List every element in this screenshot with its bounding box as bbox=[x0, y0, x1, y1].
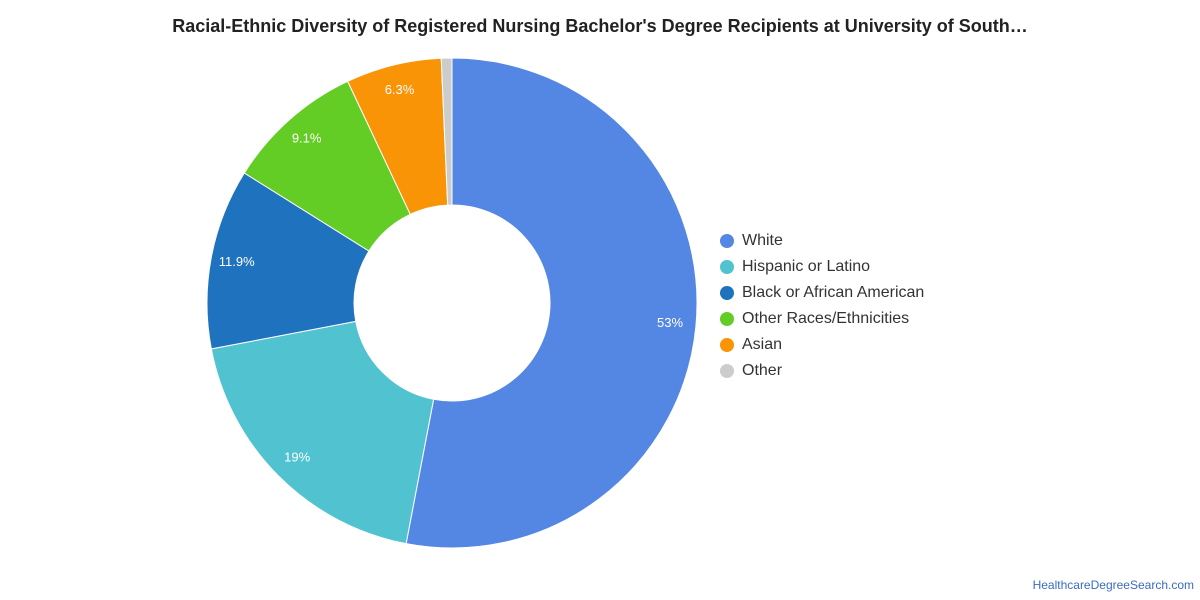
legend-item[interactable]: Other Races/Ethnicities bbox=[720, 306, 924, 332]
legend-label: White bbox=[742, 232, 783, 249]
donut-slice-hispanic-or-latino[interactable] bbox=[210, 320, 435, 545]
legend-label: Hispanic or Latino bbox=[742, 258, 871, 275]
legend-swatch bbox=[720, 260, 734, 274]
legend-label: Black or African American bbox=[742, 284, 925, 301]
legend-swatch bbox=[720, 312, 734, 326]
chart-title: Racial-Ethnic Diversity of Registered Nu… bbox=[172, 16, 1028, 36]
slice-data-label: 9.1% bbox=[292, 131, 322, 146]
slice-data-label: 19% bbox=[284, 449, 310, 464]
source-credit-link[interactable]: HealthcareDegreeSearch.com bbox=[1032, 578, 1194, 592]
slice-data-label: 6.3% bbox=[385, 82, 415, 97]
chart-legend: White Hispanic or Latino Black or African … bbox=[720, 228, 924, 384]
slice-data-label: 11.9% bbox=[219, 254, 255, 269]
donut-slice-black-or-african-american[interactable] bbox=[206, 172, 370, 350]
legend-item[interactable]: Asian bbox=[720, 332, 924, 358]
legend-item[interactable]: Black or African American bbox=[720, 280, 924, 306]
legend-item[interactable]: White bbox=[720, 228, 924, 254]
legend-swatch bbox=[720, 338, 734, 352]
legend-item[interactable]: Hispanic or Latino bbox=[720, 254, 924, 280]
legend-swatch bbox=[720, 286, 734, 300]
slice-data-label: 53% bbox=[657, 315, 683, 330]
legend-label: Other bbox=[742, 362, 783, 379]
donut-slice-other[interactable] bbox=[440, 57, 453, 206]
legend-item[interactable]: Other bbox=[720, 358, 924, 384]
donut-slice-white[interactable] bbox=[405, 57, 698, 549]
legend-label: Other Races/Ethnicities bbox=[742, 310, 910, 327]
legend-swatch bbox=[720, 234, 734, 248]
legend-label: Asian bbox=[742, 336, 783, 353]
legend-swatch bbox=[720, 364, 734, 378]
